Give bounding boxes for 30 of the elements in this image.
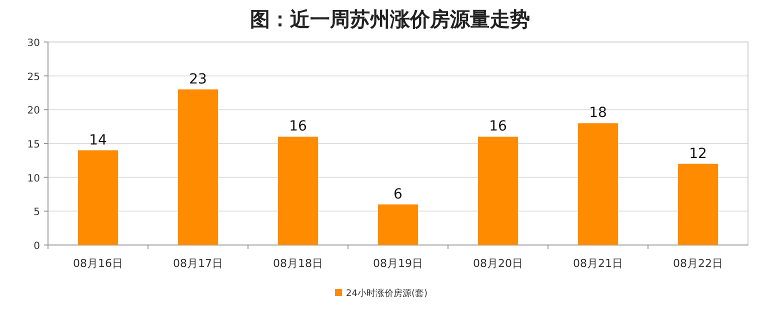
x-tick-label: 08月22日 (673, 257, 723, 270)
bar (178, 89, 218, 245)
y-tick-label: 15 (27, 140, 40, 150)
y-tick-label: 5 (34, 207, 40, 218)
legend-label: 24小时涨价房源(套) (346, 288, 428, 299)
data-label: 16 (489, 118, 507, 135)
y-tick-label: 0 (34, 241, 40, 252)
data-label: 18 (589, 105, 607, 122)
bar (678, 164, 718, 245)
x-tick-label: 08月16日 (73, 257, 123, 270)
bar (478, 136, 518, 245)
data-label: 6 (394, 186, 403, 202)
bar (578, 123, 618, 245)
x-tick-label: 08月17日 (173, 257, 223, 270)
y-tick-label: 25 (27, 72, 40, 83)
bar (78, 150, 118, 245)
y-tick-label: 10 (27, 173, 40, 184)
bar (278, 136, 318, 245)
data-label: 16 (289, 118, 307, 135)
x-tick-label: 08月20日 (473, 257, 523, 270)
chart-title: 图：近一周苏州涨价房源量走势 (250, 7, 530, 31)
data-label: 23 (189, 71, 207, 88)
y-tick-label: 30 (27, 38, 40, 49)
x-tick-label: 08月21日 (573, 257, 623, 270)
data-label: 12 (689, 146, 707, 162)
data-label: 14 (89, 132, 107, 148)
y-tick-label: 20 (27, 106, 40, 117)
bar (378, 204, 418, 245)
x-tick-label: 08月19日 (373, 257, 423, 270)
x-tick-label: 08月18日 (273, 257, 323, 270)
